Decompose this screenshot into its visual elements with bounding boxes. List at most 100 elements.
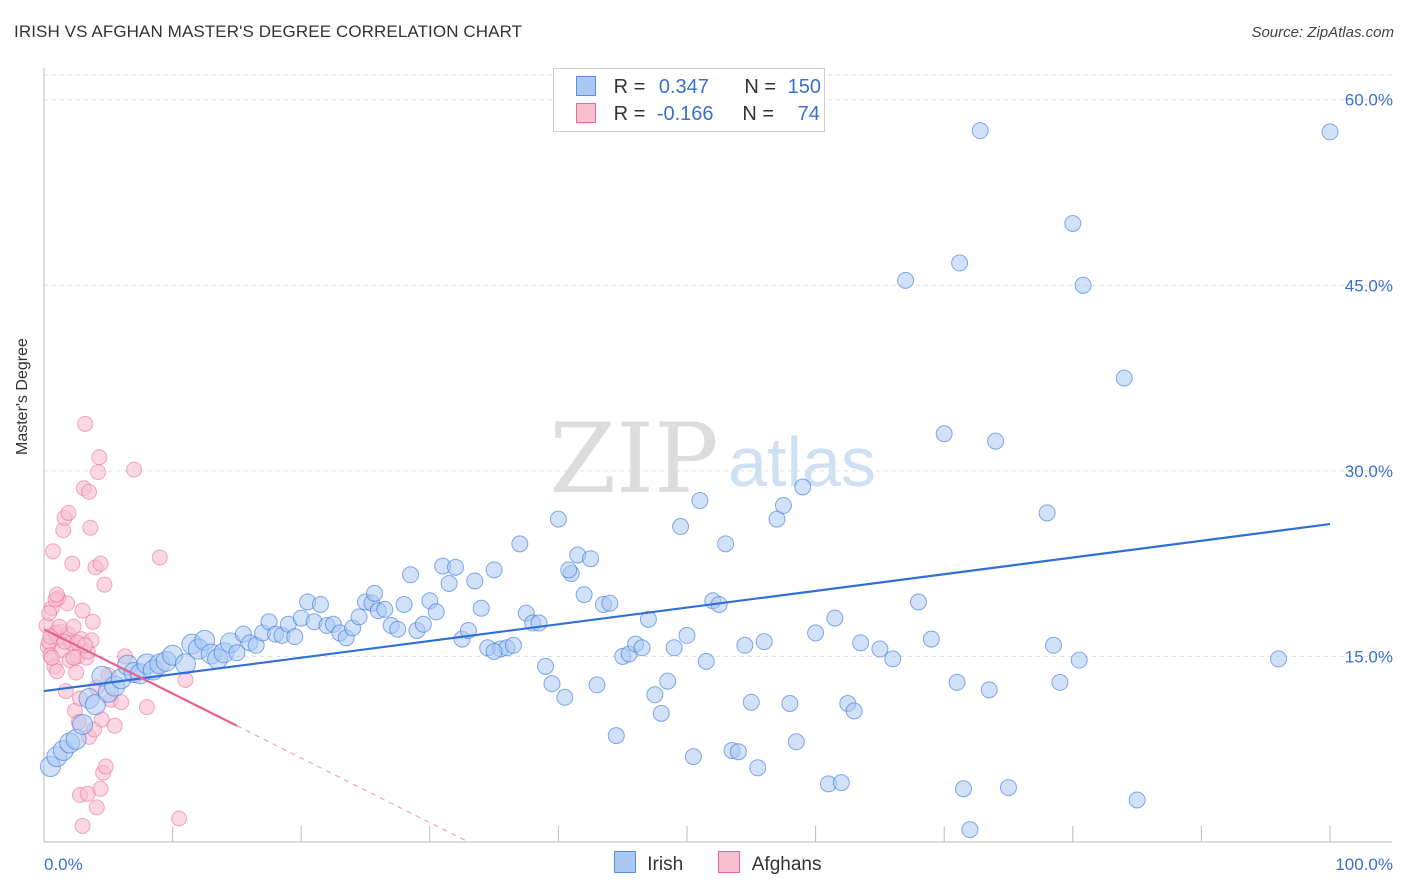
- afghans-point: [92, 555, 109, 572]
- afghans-point: [41, 605, 58, 622]
- irish-point: [556, 688, 574, 706]
- afghans-point: [151, 549, 168, 566]
- irish-point: [485, 561, 503, 579]
- stats-legend: R = 0.347 N = 150 R = -0.166 N = 74: [553, 68, 825, 132]
- irish-point: [736, 636, 754, 654]
- afghans-r-value: -0.166: [656, 103, 714, 125]
- afghans-point: [96, 576, 113, 593]
- afghans-point: [43, 649, 60, 666]
- irish-point: [582, 550, 600, 568]
- watermark: ZIP atlas: [549, 403, 876, 515]
- afghans-legend-label: Afghans: [751, 854, 822, 875]
- irish-point: [511, 535, 529, 553]
- irish-swatch: [576, 76, 596, 96]
- afghans-point: [97, 758, 114, 775]
- afghans-point: [57, 683, 74, 700]
- irish-point: [845, 702, 863, 720]
- afghans-point: [126, 461, 143, 478]
- n-label: N =: [742, 103, 775, 125]
- irish-point: [794, 478, 812, 496]
- irish-point: [466, 572, 484, 590]
- irish-point: [665, 639, 683, 657]
- irish-n-value: 150: [787, 76, 821, 98]
- afghans-n-value: 74: [797, 103, 820, 125]
- irish-point: [530, 614, 548, 632]
- irish-point: [472, 599, 490, 617]
- irish-point: [588, 676, 606, 694]
- r-label: R =: [613, 103, 646, 125]
- y-tick-label: 45.0%: [1345, 276, 1393, 295]
- trend-lines: [43, 522, 1331, 843]
- irish-point: [755, 633, 773, 651]
- irish-point: [717, 535, 735, 553]
- series-legend: Irish Afghans: [614, 851, 821, 876]
- afghans-point: [82, 519, 99, 536]
- irish-point: [543, 675, 561, 693]
- irish-point: [549, 510, 567, 528]
- irish-point: [447, 558, 465, 576]
- afghans-point: [177, 671, 194, 688]
- irish-point: [575, 586, 593, 604]
- irish-legend-swatch: [614, 851, 636, 873]
- irish-point: [948, 673, 966, 691]
- irish-point: [672, 518, 690, 536]
- irish-point: [774, 497, 792, 515]
- afghans-point: [74, 602, 91, 619]
- irish-point: [537, 657, 555, 675]
- afghans-point: [48, 663, 65, 680]
- irish-point: [787, 733, 805, 751]
- irish-point: [1045, 636, 1063, 654]
- irish-point: [951, 254, 969, 272]
- irish-point: [1115, 369, 1133, 387]
- irish-point: [781, 694, 799, 712]
- afghans-point: [68, 664, 85, 681]
- irish-trend-line: [43, 522, 1331, 693]
- irish-point: [826, 609, 844, 627]
- gridlines: [44, 74, 1392, 657]
- x-tick-label: 100.0%: [1335, 855, 1393, 874]
- irish-point: [684, 748, 702, 766]
- afghans-point: [91, 449, 108, 466]
- irish-point: [980, 681, 998, 699]
- irish-point: [922, 630, 940, 648]
- irish-point: [350, 608, 368, 626]
- y-tick-label: 30.0%: [1345, 462, 1393, 481]
- irish-point: [897, 271, 915, 289]
- afghans-legend-swatch: [718, 851, 741, 873]
- irish-point: [228, 644, 246, 662]
- irish-point: [376, 600, 394, 618]
- irish-point: [601, 594, 619, 612]
- irish-point: [954, 780, 972, 798]
- chart-title: IRISH VS AFGHAN MASTER'S DEGREE CORRELAT…: [14, 22, 523, 41]
- irish-point: [961, 821, 979, 839]
- afghans-point: [51, 618, 68, 635]
- afghans-trend-line: [43, 628, 238, 727]
- y-axis-title: Master's Degree: [14, 338, 31, 455]
- irish-point: [402, 566, 420, 584]
- afghans-point: [48, 586, 65, 603]
- irish-point: [1064, 214, 1082, 232]
- irish-point: [1321, 123, 1339, 141]
- afghans-point: [65, 649, 82, 666]
- afghans-point: [90, 464, 107, 481]
- afghans-point: [45, 543, 62, 560]
- irish-point: [504, 636, 522, 654]
- irish-point: [174, 653, 196, 675]
- irish-point: [72, 713, 94, 735]
- afghans-swatch: [576, 103, 596, 123]
- irish-point: [987, 432, 1005, 450]
- irish-point: [742, 693, 760, 711]
- irish-point: [871, 640, 889, 658]
- afghans-point: [74, 817, 91, 834]
- irish-point: [678, 626, 696, 644]
- irish-point: [1000, 779, 1017, 797]
- irish-point: [1074, 276, 1092, 294]
- afghans-point: [60, 504, 77, 521]
- tick-labels: 15.0% 30.0% 45.0% 60.0% 0.0% 100.0%: [44, 91, 1393, 874]
- irish-point: [729, 743, 747, 761]
- irish-point: [639, 610, 657, 628]
- irish-point: [697, 652, 715, 670]
- afghans-point: [138, 699, 155, 716]
- x-tick-label: 0.0%: [44, 855, 83, 874]
